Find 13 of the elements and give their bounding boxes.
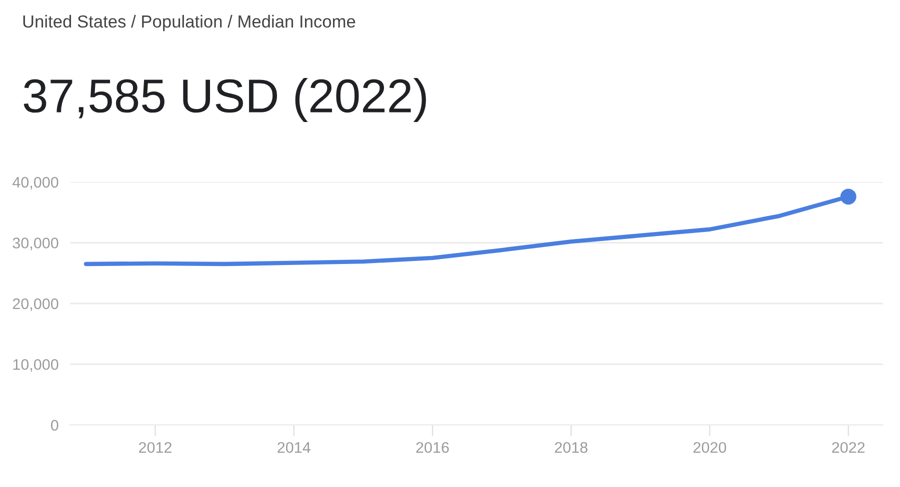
- chart-title: 37,585 USD (2022): [24, 78, 426, 122]
- y-tick-label: 0: [50, 420, 58, 431]
- x-tick-label: 2012: [139, 442, 172, 453]
- x-tick-label: 2014: [278, 442, 310, 453]
- chart-subtitle: United States / Population / Median Income: [23, 14, 356, 32]
- y-tick-label: 20,000: [12, 298, 58, 311]
- x-tick-label: 2018: [554, 442, 588, 453]
- x-tick-label: 2016: [416, 442, 449, 453]
- y-tick-label: 40,000: [12, 176, 58, 190]
- x-tick-label: 2022: [832, 442, 865, 453]
- y-tick-label: 10,000: [13, 359, 58, 372]
- x-tick-label: 2020: [694, 442, 726, 453]
- y-tick-label: 30,000: [12, 238, 58, 250]
